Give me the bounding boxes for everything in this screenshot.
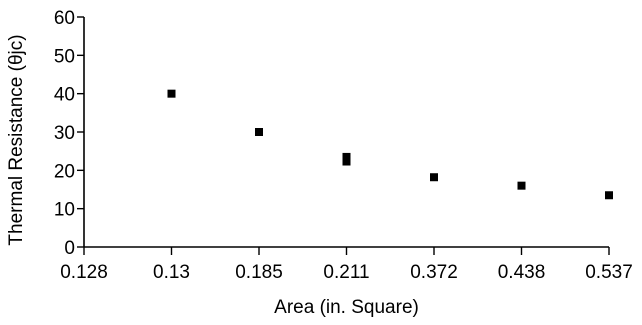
data-point [255, 128, 263, 136]
y-tick-label: 30 [54, 123, 75, 144]
x-axis-ticks: 0.128 0.13 0.185 0.211 0.372 0.438 0.537 [60, 247, 633, 283]
x-tick-label: 0.211 [323, 262, 369, 283]
x-axis-title: Area (in. Square) [274, 297, 419, 318]
data-point [430, 173, 438, 182]
y-tick-label: 50 [54, 46, 75, 67]
x-tick-label: 0.185 [235, 262, 283, 283]
y-axis-title: Thermal Resistance (θjc) [6, 34, 27, 245]
x-tick-label: 0.438 [498, 262, 546, 283]
data-point [167, 89, 176, 98]
x-tick-label: 0.128 [60, 262, 108, 283]
x-tick-label: 0.537 [585, 262, 633, 283]
x-tick-label: 0.372 [410, 262, 458, 283]
data-point [342, 152, 351, 161]
y-tick-label: 10 [54, 200, 75, 221]
y-tick-label: 20 [54, 161, 75, 182]
x-tick-label: 0.13 [153, 262, 190, 283]
data-point [342, 157, 351, 166]
data-point [517, 181, 526, 190]
y-tick-label: 40 [54, 85, 75, 106]
y-axis-ticks: 0 10 20 30 40 50 60 [54, 8, 84, 259]
data-point [605, 191, 613, 200]
y-tick-label: 0 [64, 238, 75, 259]
data-points [167, 89, 613, 200]
y-tick-label: 60 [54, 8, 75, 29]
